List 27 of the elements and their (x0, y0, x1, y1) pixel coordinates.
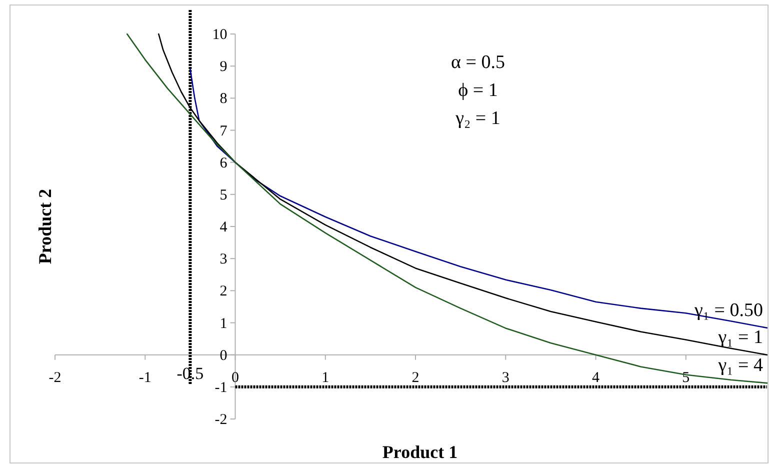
y-tick-label: 7 (220, 123, 228, 140)
x-tick-label: 2 (412, 370, 420, 386)
y-tick-label: 4 (220, 220, 228, 236)
y-tick-label: 2 (220, 284, 228, 300)
x-axis-title: Product 1 (382, 442, 458, 462)
annotation: ϕ = 1 (458, 80, 498, 101)
x-tick-label: -1 (138, 370, 152, 386)
y-tick-label: 10 (212, 27, 228, 43)
y-tick-label: 1 (220, 316, 228, 332)
series-label: γ₁ = 1 (717, 326, 763, 348)
y-tick-label: 0 (220, 348, 228, 364)
x-tick-label: -2 (48, 370, 62, 386)
y-tick-label: 3 (220, 252, 228, 268)
y-tick-label: 6 (220, 155, 228, 172)
y-tick-label: 5 (220, 187, 228, 204)
x-tick-label: 4 (592, 370, 600, 386)
series-label: γ₁ = 4 (717, 355, 764, 376)
annotation: γ₂ = 1 (454, 108, 500, 129)
x-tick-label: 3 (502, 370, 510, 386)
annotation: α = 0.5 (451, 52, 505, 73)
x-tick-label: 0 (232, 370, 240, 386)
y-tick-label: -2 (214, 412, 228, 428)
y-axis-title: Product 2 (35, 188, 55, 264)
x-tick-label: 1 (322, 370, 330, 386)
y-tick-label: 8 (220, 91, 228, 108)
y-tick-label: -1 (214, 380, 228, 396)
y-tick-label: 9 (220, 59, 228, 76)
